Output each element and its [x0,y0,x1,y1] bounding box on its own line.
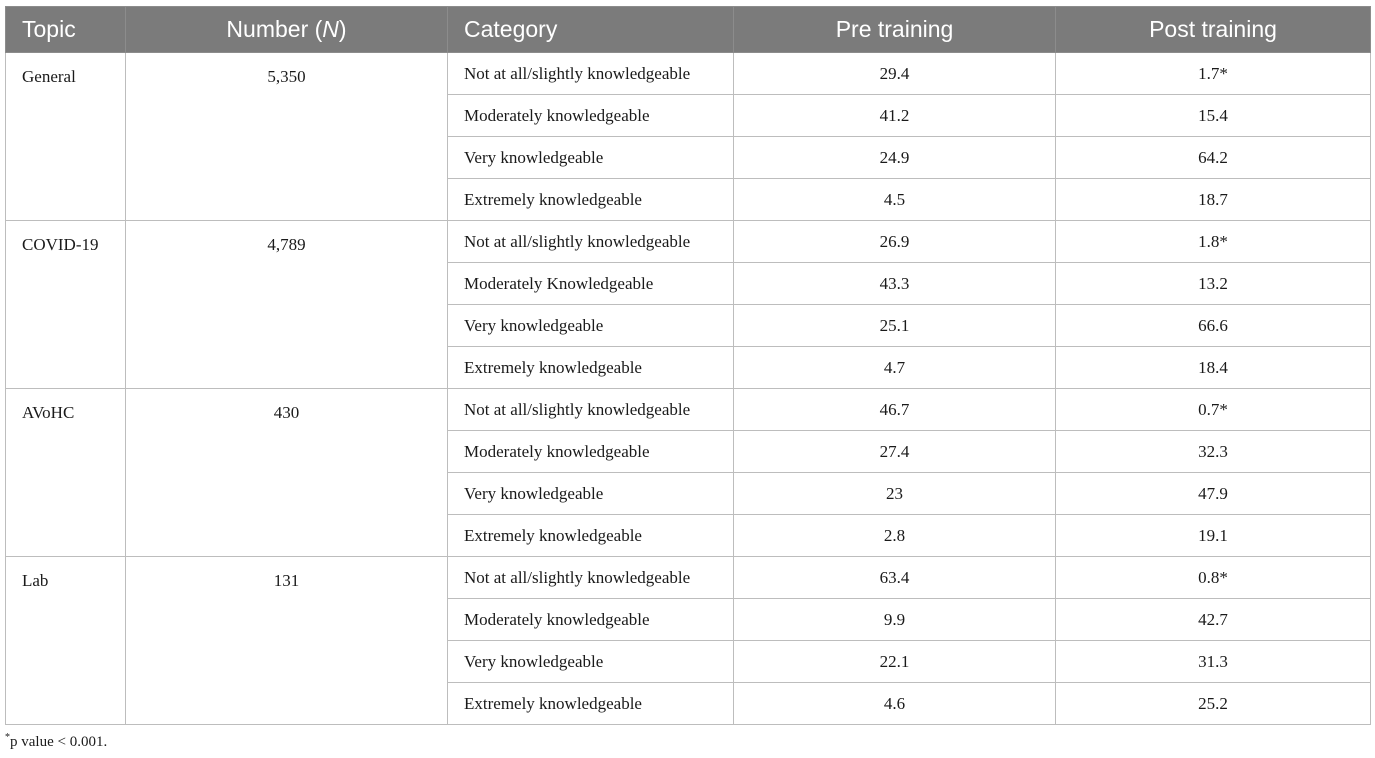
pre-training-cell: 4.5 [733,178,1056,221]
pre-training-cell: 24.9 [733,136,1056,179]
table-row: AVoHC 430 Not at all/slightly knowledgeabl… [5,388,1371,557]
post-training-cell: 31.3 [1055,640,1371,683]
post-training-cell: 15.4 [1055,94,1371,137]
footnote-text: p value < 0.001. [10,734,108,750]
header-pre-training: Pre training [733,6,1056,53]
category-cell: Very knowledgeable [447,640,734,683]
number-cell: 4,789 [125,220,448,389]
pre-training-cell: 43.3 [733,262,1056,305]
pre-training-cell: 4.6 [733,682,1056,725]
knowledge-table: Topic Number (N) Category Pre training P… [5,6,1371,725]
topic-cell: Lab [5,556,126,725]
pre-training-cell: 25.1 [733,304,1056,347]
category-cell: Very knowledgeable [447,472,734,515]
table-row: Moderately knowledgeable 9.9 42.7 [6,598,1371,641]
table-row: Extremely knowledgeable 2.8 19.1 [6,514,1371,557]
post-training-cell: 18.4 [1055,346,1371,389]
category-cell: Extremely knowledgeable [447,178,734,221]
footnote: *p value < 0.001. [5,732,107,751]
footnote-marker: * [5,732,10,743]
post-training-cell: 47.9 [1055,472,1371,515]
category-cell: Moderately knowledgeable [447,430,734,473]
topic-cell: General [5,52,126,221]
number-cell: 131 [125,556,448,725]
pre-training-cell: 63.4 [733,556,1056,599]
table-body: General 5,350 Not at all/slightly knowledg… [5,52,1371,725]
category-cell: Extremely knowledgeable [447,346,734,389]
topic-cell: AVoHC [5,388,126,557]
table-row: Very knowledgeable 22.1 31.3 [6,640,1371,683]
table-row: Very knowledgeable 24.9 64.2 [6,136,1371,179]
pre-training-cell: 29.4 [733,52,1056,95]
post-training-cell: 25.2 [1055,682,1371,725]
post-training-cell: 0.7* [1055,388,1371,431]
table-row: Very knowledgeable 25.1 66.6 [6,304,1371,347]
table-row: Moderately knowledgeable 41.2 15.4 [6,94,1371,137]
table-row: Very knowledgeable 23 47.9 [6,472,1371,515]
pre-training-cell: 27.4 [733,430,1056,473]
category-cell: Very knowledgeable [447,304,734,347]
post-training-cell: 1.7* [1055,52,1371,95]
number-cell: 430 [125,388,448,557]
pre-training-cell: 46.7 [733,388,1056,431]
category-cell: Moderately knowledgeable [447,94,734,137]
header-topic: Topic [5,6,126,53]
header-row: Topic Number (N) Category Pre training P… [5,6,1371,53]
category-cell: Not at all/slightly knowledgeable [447,220,734,263]
table-row: Extremely knowledgeable 4.5 18.7 [6,178,1371,221]
post-training-cell: 32.3 [1055,430,1371,473]
table-row: Lab 131 Not at all/slightly knowledgeable 6… [5,556,1371,725]
header-category: Category [447,6,734,53]
table-row: Moderately Knowledgeable 43.3 13.2 [6,262,1371,305]
category-cell: Extremely knowledgeable [447,682,734,725]
number-cell: 5,350 [125,52,448,221]
post-training-cell: 19.1 [1055,514,1371,557]
post-training-cell: 1.8* [1055,220,1371,263]
category-cell: Very knowledgeable [447,136,734,179]
pre-training-cell: 4.7 [733,346,1056,389]
pre-training-cell: 23 [733,472,1056,515]
table-row: Moderately knowledgeable 27.4 32.3 [6,430,1371,473]
category-cell: Not at all/slightly knowledgeable [447,556,734,599]
table-row: COVID-19 4,789 Not at all/slightly knowled… [5,220,1371,389]
header-number: Number (N) [125,6,448,53]
header-number-n: N [322,16,339,42]
table-row: Extremely knowledgeable 4.6 25.2 [6,682,1371,725]
table-row: Extremely knowledgeable 4.7 18.4 [6,346,1371,389]
pre-training-cell: 9.9 [733,598,1056,641]
header-post-training: Post training [1055,6,1371,53]
category-cell: Moderately knowledgeable [447,598,734,641]
post-training-cell: 42.7 [1055,598,1371,641]
category-cell: Moderately Knowledgeable [447,262,734,305]
topic-cell: COVID-19 [5,220,126,389]
pre-training-cell: 2.8 [733,514,1056,557]
header-number-close: ) [338,16,347,42]
post-training-cell: 64.2 [1055,136,1371,179]
table-row: General 5,350 Not at all/slightly knowledg… [5,52,1371,221]
header-number-label: Number ( [226,16,323,42]
post-training-cell: 18.7 [1055,178,1371,221]
category-cell: Not at all/slightly knowledgeable [447,52,734,95]
pre-training-cell: 22.1 [733,640,1056,683]
category-cell: Extremely knowledgeable [447,514,734,557]
pre-training-cell: 26.9 [733,220,1056,263]
post-training-cell: 66.6 [1055,304,1371,347]
category-cell: Not at all/slightly knowledgeable [447,388,734,431]
post-training-cell: 13.2 [1055,262,1371,305]
post-training-cell: 0.8* [1055,556,1371,599]
pre-training-cell: 41.2 [733,94,1056,137]
